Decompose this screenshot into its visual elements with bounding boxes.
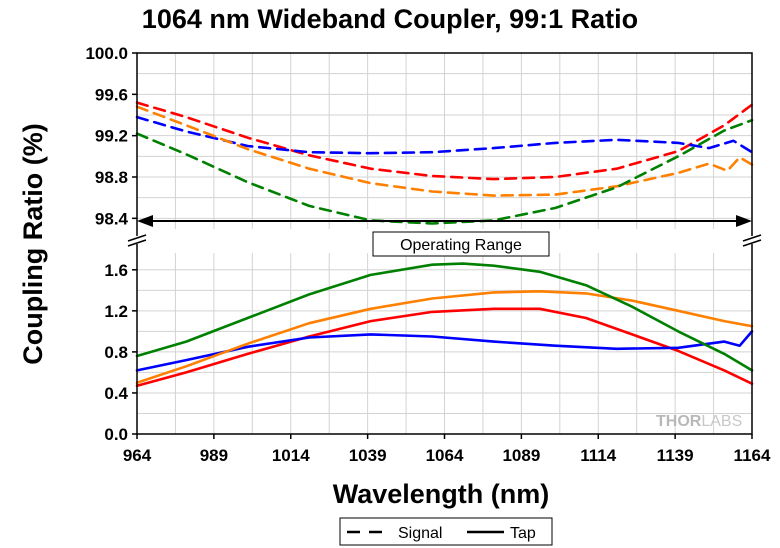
upper-y-tick-label: 98.4: [95, 209, 129, 228]
legend-tap-label: Tap: [510, 525, 536, 542]
operating-range-label: Operating Range: [400, 237, 522, 254]
lower-y-tick-label: 0.4: [104, 384, 128, 403]
tap-series-line: [135, 289, 754, 385]
signal-series-line: [135, 105, 754, 197]
x-tick-label: 1139: [657, 446, 694, 465]
legend-signal-label: Signal: [398, 525, 442, 542]
legend: Signal Tap: [339, 517, 553, 546]
signal-series-line: [135, 101, 754, 181]
axis-break-gap: [128, 236, 146, 244]
tick-labels: 964 989 1014 1039 1064 1089 1114 1139 1164 98.4 98…: [85, 44, 771, 465]
x-tick-label: 964: [123, 446, 152, 465]
upper-y-tick-label: 100.0: [85, 44, 128, 63]
lower-y-tick-label: 1.6: [104, 261, 128, 280]
lower-y-tick-label: 0.0: [104, 425, 128, 444]
operating-range-arrowhead-right: [736, 215, 752, 227]
upper-y-tick-label: 99.6: [95, 85, 128, 104]
axis-break-mark: [742, 239, 762, 247]
axis-break-mark: [127, 239, 147, 247]
watermark-thor: THOR: [656, 413, 702, 430]
tap-series-line: [135, 330, 754, 372]
series-lines: [135, 101, 754, 388]
watermark-labs: LABS: [701, 413, 742, 430]
upper-y-tick-label: 99.2: [95, 127, 128, 146]
lower-y-tick-label: 0.8: [104, 343, 128, 362]
x-tick-label: 1014: [272, 446, 310, 465]
tap-series-line: [135, 307, 754, 388]
chart-title: 1064 nm Wideband Coupler, 99:1 Ratio: [141, 4, 639, 34]
x-tick-label: 1089: [502, 446, 540, 465]
x-tick-label: 1114: [580, 446, 616, 465]
watermark: THORLABS: [656, 413, 742, 430]
x-tick-label: 1164: [734, 446, 771, 465]
upper-y-tick-label: 98.8: [95, 168, 128, 187]
x-tick-label: 1039: [349, 446, 387, 465]
operating-range-label-box: [372, 231, 550, 257]
x-tick-label: 1064: [426, 446, 464, 465]
axis-break-gap: [743, 236, 761, 244]
y-axis-title: Coupling Ratio (%): [18, 123, 48, 364]
svg-text:THORLABS: THORLABS: [656, 413, 742, 430]
axis-break-mark: [742, 234, 762, 242]
operating-range-arrowhead-left: [137, 215, 153, 227]
x-axis-title: Wavelength (nm): [333, 479, 550, 509]
signal-series-line: [135, 115, 754, 155]
lower-y-tick-label: 1.2: [104, 302, 128, 321]
x-tick-label: 989: [200, 446, 228, 465]
axis-break-mark: [127, 234, 147, 242]
operating-range-annotation: Operating Range: [137, 215, 752, 257]
tap-series-line: [135, 262, 754, 372]
